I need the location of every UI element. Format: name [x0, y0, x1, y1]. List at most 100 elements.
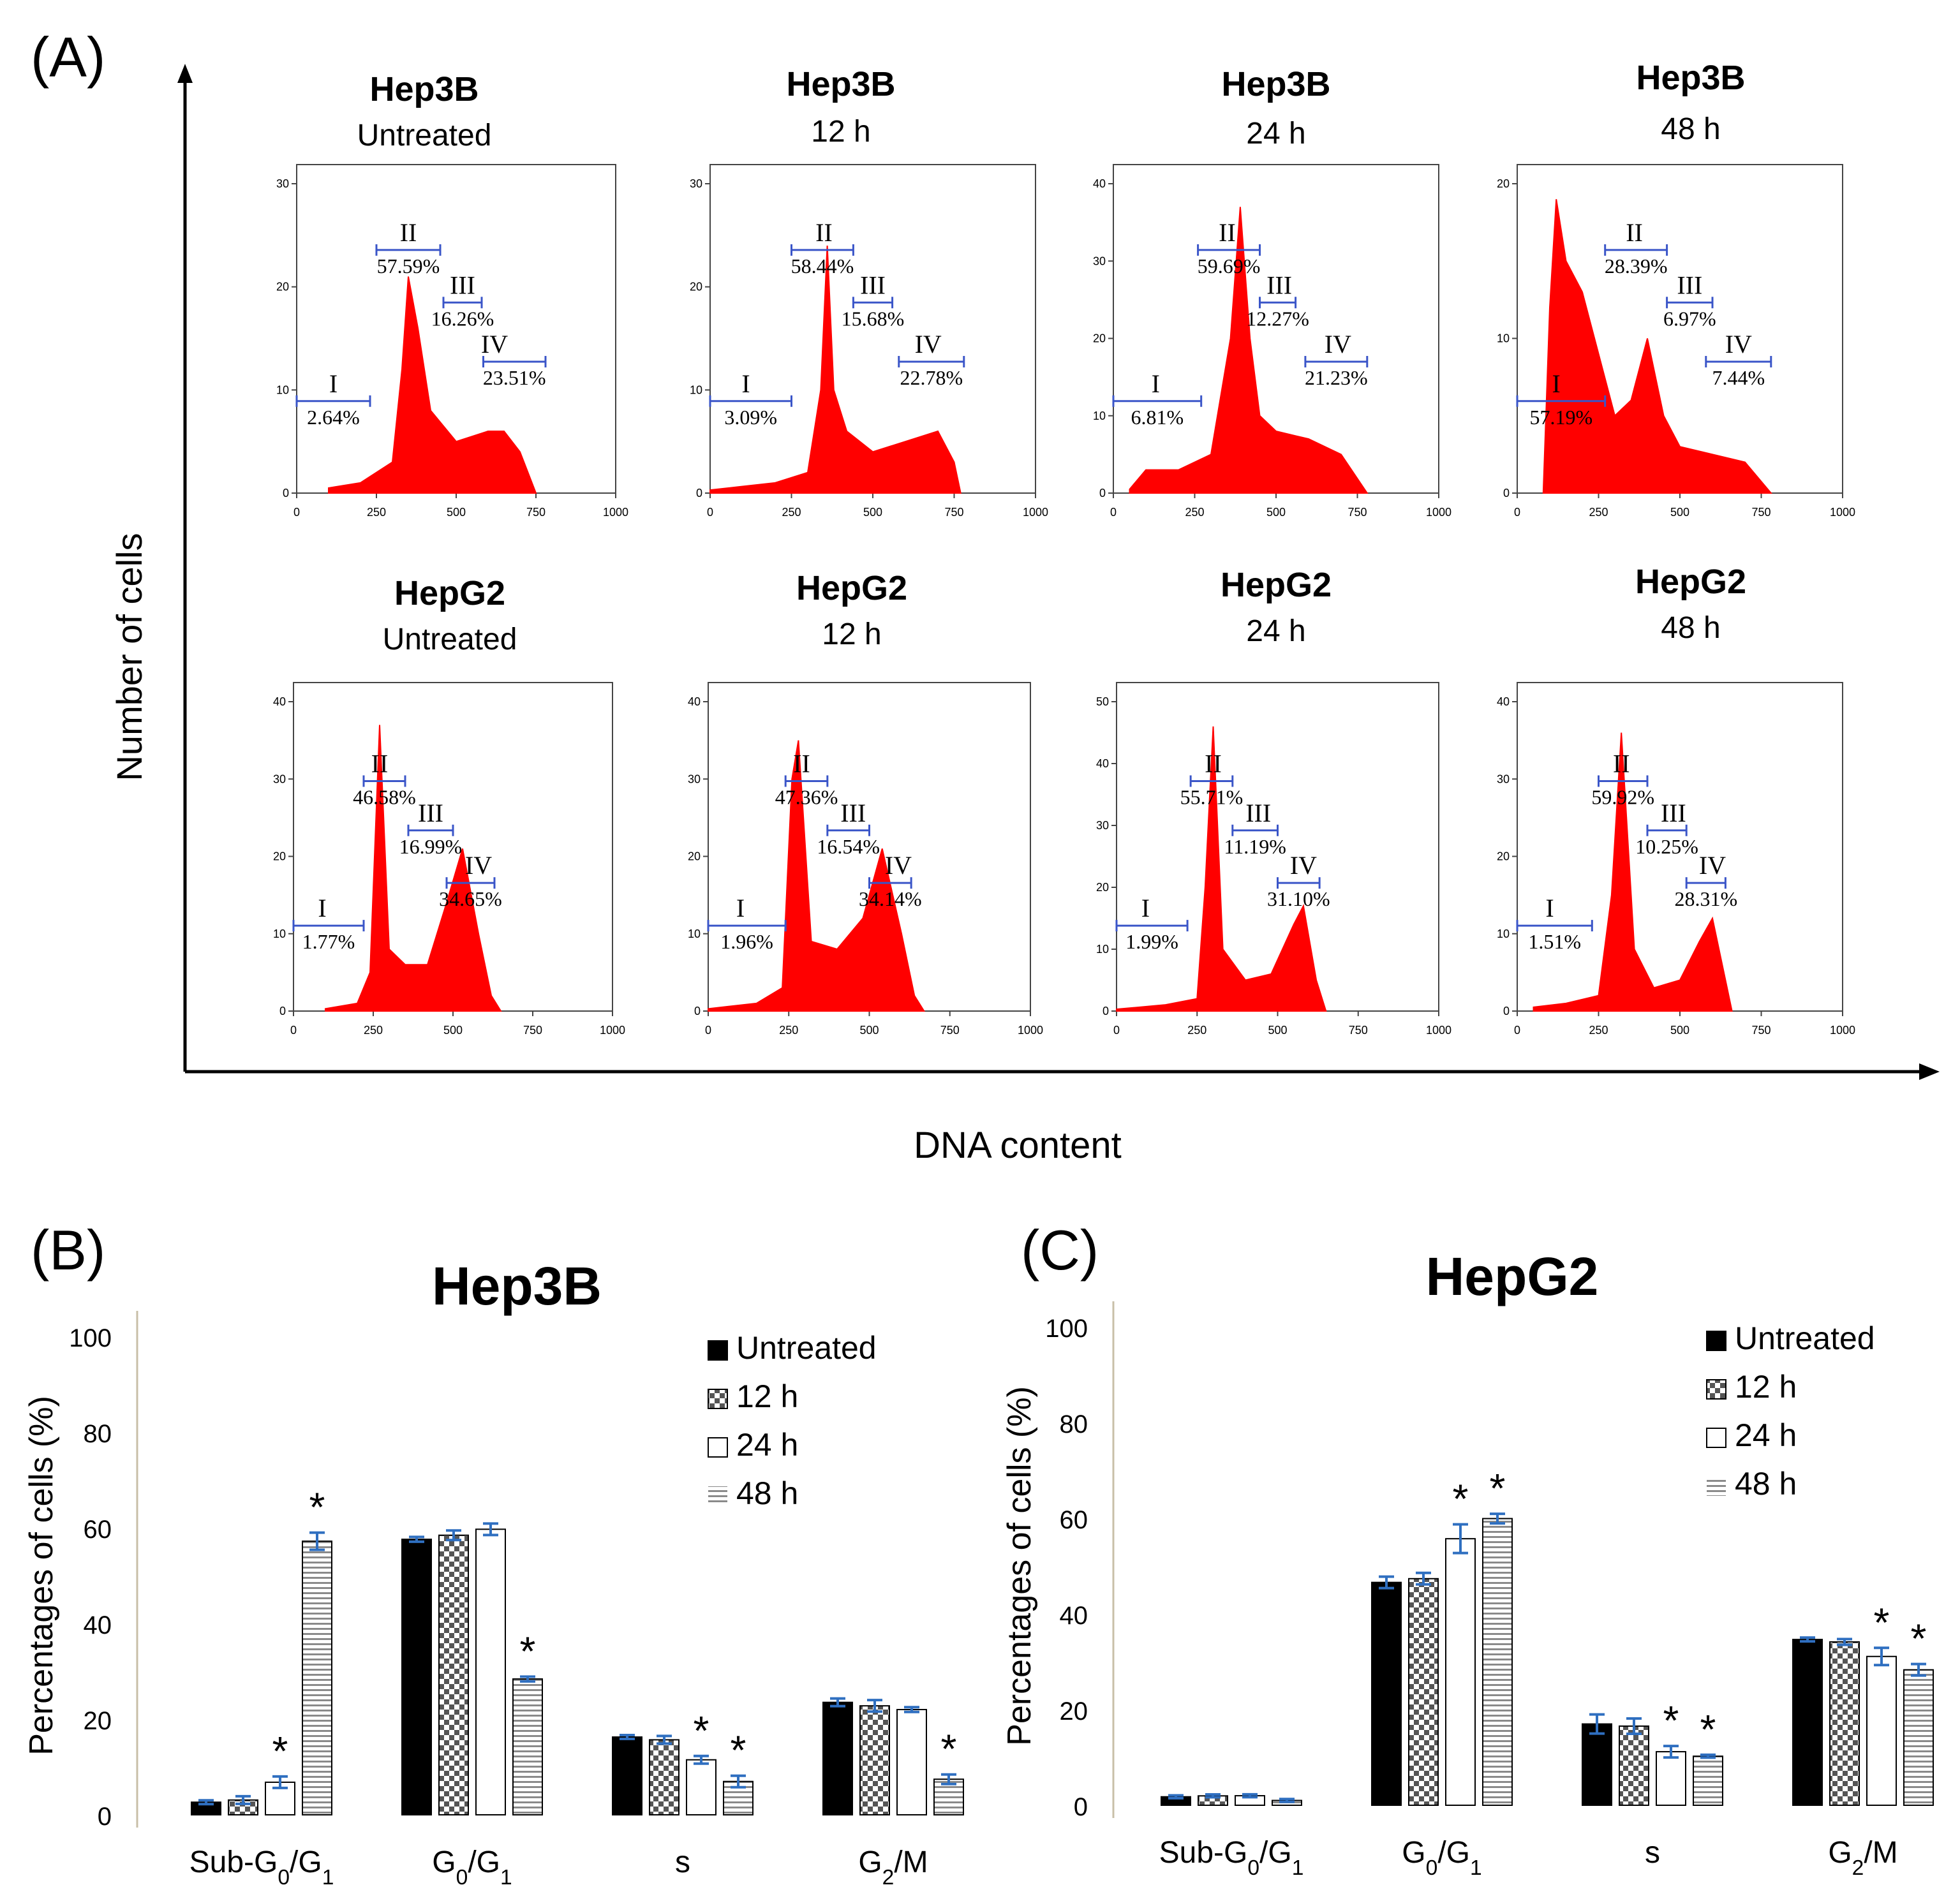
gate-percentage: 2.64%: [307, 406, 360, 429]
bar-category-label: G2/M: [1828, 1836, 1897, 1880]
bar: [475, 1528, 506, 1815]
gate-percentage: 15.68%: [842, 307, 905, 330]
x-tick-label: 250: [364, 1024, 383, 1037]
bar: [1866, 1655, 1897, 1806]
bar: [686, 1759, 716, 1815]
x-tick-label: 0: [1113, 1024, 1120, 1037]
x-tick-label: 500: [1670, 1024, 1689, 1037]
panel-a-y-axis-label: Number of cells: [109, 533, 149, 781]
gate-label: I: [1545, 894, 1554, 922]
bar: [1445, 1538, 1476, 1807]
significance-asterisk: *: [1700, 1706, 1716, 1752]
significance-asterisk: *: [731, 1727, 746, 1773]
gate-label: II: [815, 218, 833, 247]
significance-asterisk: *: [941, 1726, 957, 1772]
panel-c-label: (C): [1021, 1218, 1099, 1282]
bar-y-tick-label: 100: [1045, 1315, 1088, 1343]
significance-asterisk: *: [1453, 1476, 1469, 1522]
bar-chart-hep3b: Hep3B Percentages of cells (%) 0 20 40 60 80 10…: [23, 1256, 964, 1889]
bar: [1482, 1518, 1513, 1807]
histogram-title: Hep3B: [1636, 59, 1745, 97]
bar: [1582, 1723, 1612, 1806]
significance-asterisk: *: [272, 1728, 288, 1774]
bar-category-label: s: [1645, 1836, 1660, 1870]
y-tick-label: 40: [1497, 695, 1510, 708]
significance-asterisk: *: [1490, 1465, 1506, 1511]
panel-a-label: (A): [31, 26, 105, 89]
legend-swatch: [1706, 1331, 1726, 1351]
histogram-panel: Hep3B 12 h 0 10 20 30 0 250 500 750 1000 I 3.09% II 58…: [690, 65, 1048, 519]
x-tick-label: 1000: [1426, 506, 1451, 519]
panel-a-y-arrowhead: [177, 64, 193, 83]
x-tick-label: 0: [1514, 506, 1520, 519]
gate-label: II: [371, 750, 389, 778]
gate-label: I: [741, 369, 750, 398]
histogram-area: [325, 725, 502, 1012]
gate-percentage: 47.36%: [775, 786, 838, 809]
bar: [1829, 1641, 1860, 1806]
y-tick-label: 10: [690, 383, 702, 396]
panel-b-label: (B): [31, 1218, 105, 1282]
gate-percentage: 1.77%: [302, 930, 355, 953]
gate-percentage: 11.19%: [1224, 835, 1286, 858]
panel-a-x-axis-label: DNA content: [914, 1125, 1122, 1166]
x-tick-label: 250: [1589, 506, 1608, 519]
bar: [896, 1709, 927, 1815]
x-tick-label: 500: [1268, 1024, 1287, 1037]
bar: [1693, 1755, 1723, 1806]
bar: [859, 1705, 890, 1815]
y-tick-label: 30: [273, 772, 286, 785]
legend-swatch: [708, 1437, 728, 1458]
gate-label: I: [736, 894, 745, 922]
histogram-area: [1542, 199, 1772, 494]
bar: [612, 1736, 642, 1816]
y-tick-label: 10: [1497, 928, 1510, 940]
legend-swatch: [1706, 1379, 1726, 1400]
x-tick-label: 1000: [603, 506, 628, 519]
y-tick-label: 30: [688, 772, 701, 785]
significance-asterisk: *: [520, 1628, 536, 1674]
gate-percentage: 16.99%: [399, 835, 463, 858]
histogram-condition: 24 h: [1246, 614, 1305, 648]
bar-category-label: G0/G1: [432, 1845, 512, 1889]
gate-percentage: 1.99%: [1125, 930, 1178, 953]
bar-y-tick-label: 0: [98, 1803, 112, 1831]
y-tick-label: 20: [688, 850, 701, 863]
legend-label: 48 h: [1735, 1466, 1797, 1502]
y-tick-label: 0: [1102, 1005, 1109, 1017]
gate-percentage: 55.71%: [1180, 786, 1244, 809]
gate-percentage: 3.09%: [724, 406, 777, 429]
histogram-condition: Untreated: [383, 623, 517, 656]
bar-chart-hepg2: HepG2 Percentages of cells (%) 0 20 40 60 80 10…: [1001, 1246, 1934, 1880]
y-tick-label: 40: [1096, 757, 1109, 770]
bar: [1656, 1751, 1686, 1806]
histogram-title: HepG2: [1221, 566, 1332, 604]
x-tick-label: 250: [779, 1024, 798, 1037]
x-tick-label: 750: [1348, 506, 1367, 519]
gate-label: I: [1552, 369, 1561, 398]
gate-percentage: 34.65%: [439, 887, 502, 910]
gate-label: IV: [1699, 851, 1726, 880]
bar-y-tick-label: 80: [84, 1420, 112, 1448]
y-tick-label: 0: [279, 1005, 286, 1017]
legend-swatch: [708, 1340, 728, 1361]
gate-label: IV: [481, 330, 508, 358]
y-tick-label: 40: [273, 695, 286, 708]
gate-percentage: 34.14%: [859, 887, 922, 910]
histogram-title: HepG2: [796, 569, 907, 607]
bar-category-label: s: [675, 1845, 690, 1879]
histogram-condition: 12 h: [811, 115, 870, 149]
legend-label: Untreated: [1735, 1320, 1875, 1356]
histogram-condition: 48 h: [1661, 611, 1720, 645]
histogram-area: [1116, 726, 1327, 1012]
gate-percentage: 58.44%: [791, 255, 854, 277]
bar: [401, 1539, 432, 1815]
bar-y-tick-label: 20: [84, 1707, 112, 1735]
y-tick-label: 20: [1096, 881, 1109, 894]
gate-percentage: 1.51%: [1528, 930, 1581, 953]
gate-percentage: 59.69%: [1198, 255, 1261, 277]
gate-label: III: [1661, 799, 1686, 827]
legend-swatch: [1706, 1428, 1726, 1448]
gate-percentage: 10.25%: [1635, 835, 1698, 858]
x-tick-label: 500: [863, 506, 882, 519]
